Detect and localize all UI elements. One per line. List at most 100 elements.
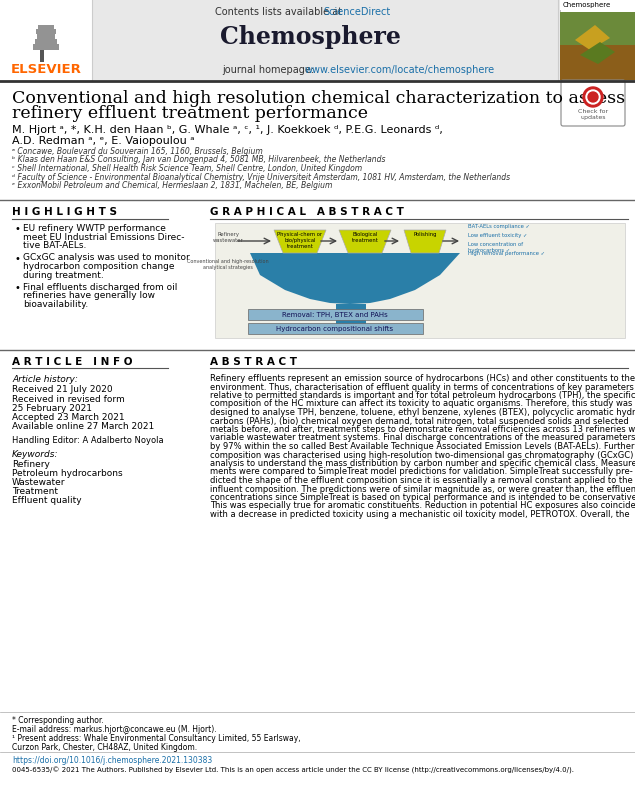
Text: This was especially true for aromatic constituents. Reduction in potential HC ex: This was especially true for aromatic co… <box>210 502 635 510</box>
Bar <box>0 0 92 80</box>
Text: influent composition. The predictions were of similar magnitude as, or were grea: influent composition. The predictions we… <box>210 485 635 494</box>
Text: ELSEVIER: ELSEVIER <box>11 63 81 76</box>
Text: carbons (PAHs), (bio) chemical oxygen demand, total nitrogen, total suspended so: carbons (PAHs), (bio) chemical oxygen de… <box>210 417 629 426</box>
Bar <box>560 0 635 80</box>
Text: E-mail address: markus.hjort@concawe.eu (M. Hjort).: E-mail address: markus.hjort@concawe.eu … <box>12 725 217 734</box>
Bar <box>336 304 366 325</box>
Text: ᶜ Shell International, Shell Health Risk Science Team, Shell Centre, London, Uni: ᶜ Shell International, Shell Health Risk… <box>12 164 362 173</box>
Text: Physical-chem or
bio/physical
treatment: Physical-chem or bio/physical treatment <box>277 232 323 249</box>
Text: environment. Thus, characterisation of effluent quality in terms of concentratio: environment. Thus, characterisation of e… <box>210 382 634 391</box>
Text: Effluent quality: Effluent quality <box>12 496 82 505</box>
Polygon shape <box>404 230 446 253</box>
Text: ᵈ Faculty of Science - Environmental Bioanalytical Chemistry, Vrije Universiteit: ᵈ Faculty of Science - Environmental Bio… <box>12 173 510 182</box>
Text: composition of the HC mixture can affect its toxicity to aquatic organisms. Ther: composition of the HC mixture can affect… <box>210 399 632 409</box>
Text: Conventional and high-resolution
analytical strategies: Conventional and high-resolution analyti… <box>187 259 269 270</box>
Text: A B S T R A C T: A B S T R A C T <box>210 357 297 367</box>
Text: ¹ Present address: Whale Environmental Consultancy Limited, 55 Earlsway,: ¹ Present address: Whale Environmental C… <box>12 734 300 743</box>
Text: EU refinery WWTP performance: EU refinery WWTP performance <box>23 224 166 233</box>
Text: 0045-6535/© 2021 The Authors. Published by Elsevier Ltd. This is an open access : 0045-6535/© 2021 The Authors. Published … <box>12 767 574 774</box>
Text: Article history:: Article history: <box>12 375 78 384</box>
Polygon shape <box>580 42 615 64</box>
Text: Polishing: Polishing <box>413 232 437 237</box>
Text: composition was characterised using high-resolution two-dimensional gas chromato: composition was characterised using high… <box>210 450 633 459</box>
Circle shape <box>588 92 598 102</box>
Text: Low effluent toxicity ✓: Low effluent toxicity ✓ <box>468 233 528 238</box>
Bar <box>215 223 625 338</box>
Text: Wastewater: Wastewater <box>12 478 65 487</box>
Text: * Corresponding author.: * Corresponding author. <box>12 716 104 725</box>
Text: analysis to understand the mass distribution by carbon number and specific chemi: analysis to understand the mass distribu… <box>210 459 635 468</box>
Bar <box>0 0 635 80</box>
Bar <box>560 0 635 10</box>
Text: A.D. Redman ᵃ, ᵉ, E. Vaiopoulou ᵃ: A.D. Redman ᵃ, ᵉ, E. Vaiopoulou ᵃ <box>12 136 194 146</box>
Text: tive BAT-AELs.: tive BAT-AELs. <box>23 241 86 250</box>
Polygon shape <box>575 25 610 50</box>
Text: A R T I C L E   I N F O: A R T I C L E I N F O <box>12 357 133 367</box>
Text: Received in revised form: Received in revised form <box>12 395 124 404</box>
Text: Refinery
wastewater: Refinery wastewater <box>213 232 243 242</box>
Text: meet EU Industrial Emissions Direc-: meet EU Industrial Emissions Direc- <box>23 233 185 242</box>
Text: Low concentration of
hydrocarbons ✓: Low concentration of hydrocarbons ✓ <box>468 242 523 253</box>
Text: Keywords:: Keywords: <box>12 450 58 459</box>
Text: refinery effluent treatment performance: refinery effluent treatment performance <box>12 105 368 122</box>
Text: relative to permitted standards is important and for total petroleum hydrocarbon: relative to permitted standards is impor… <box>210 391 635 400</box>
Text: Check for
updates: Check for updates <box>578 109 608 120</box>
Text: Accepted 23 March 2021: Accepted 23 March 2021 <box>12 413 124 422</box>
Bar <box>560 45 635 80</box>
Polygon shape <box>274 230 326 253</box>
Text: Final effluents discharged from oil: Final effluents discharged from oil <box>23 283 177 292</box>
Text: hydrocarbon composition change: hydrocarbon composition change <box>23 262 175 271</box>
Text: Chemosphere: Chemosphere <box>220 25 401 49</box>
Text: •: • <box>15 283 21 293</box>
FancyBboxPatch shape <box>561 80 625 126</box>
Text: Chemosphere: Chemosphere <box>563 2 612 8</box>
Text: Available online 27 March 2021: Available online 27 March 2021 <box>12 422 154 431</box>
Text: designed to analyse TPH, benzene, toluene, ethyl benzene, xylenes (BTEX), polycy: designed to analyse TPH, benzene, toluen… <box>210 408 635 417</box>
Text: Curzon Park, Chester, CH48AZ, United Kingdom.: Curzon Park, Chester, CH48AZ, United Kin… <box>12 743 197 752</box>
Text: concentrations since SimpleTreat is based on typical performance and is intended: concentrations since SimpleTreat is base… <box>210 493 635 502</box>
Text: 25 February 2021: 25 February 2021 <box>12 404 92 413</box>
Text: Removal: TPH, BTEX and PAHs: Removal: TPH, BTEX and PAHs <box>282 311 388 318</box>
Text: with a decrease in predicted toxicity using a mechanistic oil toxicity model, PE: with a decrease in predicted toxicity us… <box>210 510 630 519</box>
Text: Refinery effluents represent an emission source of hydrocarbons (HCs) and other : Refinery effluents represent an emission… <box>210 374 635 383</box>
Bar <box>560 12 635 80</box>
Text: •: • <box>15 224 21 234</box>
Text: Treatment: Treatment <box>12 487 58 496</box>
Circle shape <box>583 87 603 107</box>
Text: Received 21 July 2020: Received 21 July 2020 <box>12 385 112 394</box>
Text: Biological
treatment: Biological treatment <box>352 232 378 242</box>
Text: Petroleum hydrocarbons: Petroleum hydrocarbons <box>12 469 123 478</box>
Text: bioavailability.: bioavailability. <box>23 300 88 309</box>
Text: Refinery: Refinery <box>12 460 50 469</box>
Text: ᵃ Concawe, Boulevard du Souverain 165, 1160, Brussels, Belgium: ᵃ Concawe, Boulevard du Souverain 165, 1… <box>12 147 263 156</box>
Bar <box>248 309 423 320</box>
Text: H I G H L I G H T S: H I G H L I G H T S <box>12 207 117 217</box>
Text: BAT-AELs compliance ✓: BAT-AELs compliance ✓ <box>468 224 530 229</box>
Text: ᵉ ExxonMobil Petroleum and Chemical, Hermeslaan 2, 1831, Machelen, BE, Belgium: ᵉ ExxonMobil Petroleum and Chemical, Her… <box>12 181 332 190</box>
Text: Conventional and high resolution chemical characterization to assess: Conventional and high resolution chemica… <box>12 90 625 107</box>
Text: ScienceDirect: ScienceDirect <box>323 7 391 17</box>
Text: Handling Editor: A Adalberto Noyola: Handling Editor: A Adalberto Noyola <box>12 436 164 445</box>
Text: GCxGC analysis was used to monitor: GCxGC analysis was used to monitor <box>23 254 190 262</box>
Text: M. Hjort ᵃ, *, K.H. den Haan ᵇ, G. Whale ᵃ, ᶜ, ¹, J. Koekkoek ᵈ, P.E.G. Leonards: M. Hjort ᵃ, *, K.H. den Haan ᵇ, G. Whale… <box>12 125 443 135</box>
Text: www.elsevier.com/locate/chemosphere: www.elsevier.com/locate/chemosphere <box>305 65 495 75</box>
Bar <box>36 29 56 34</box>
Bar <box>37 34 55 39</box>
Text: refineries have generally low: refineries have generally low <box>23 291 155 301</box>
Text: ᵇ Klaas den Haan E&S Consulting, Jan van Dongenpad 4, 5081 MB, Hilvarenbeek, the: ᵇ Klaas den Haan E&S Consulting, Jan van… <box>12 155 385 165</box>
Circle shape <box>586 90 600 104</box>
Text: G R A P H I C A L   A B S T R A C T: G R A P H I C A L A B S T R A C T <box>210 207 404 217</box>
Bar <box>248 323 423 334</box>
Bar <box>33 44 59 50</box>
Text: variable wastewater treatment systems. Final discharge concentrations of the mea: variable wastewater treatment systems. F… <box>210 434 635 442</box>
Text: dicted the shape of the effluent composition since it is essentially a removal c: dicted the shape of the effluent composi… <box>210 476 632 485</box>
Bar <box>35 39 57 44</box>
Text: https://doi.org/10.1016/j.chemosphere.2021.130383: https://doi.org/10.1016/j.chemosphere.20… <box>12 756 212 765</box>
Bar <box>40 54 44 62</box>
Text: High removal performance ✓: High removal performance ✓ <box>468 251 545 256</box>
Text: Hydrocarbon compositional shifts: Hydrocarbon compositional shifts <box>276 326 394 331</box>
Text: •: • <box>15 254 21 263</box>
Text: Contents lists available at: Contents lists available at <box>215 7 345 17</box>
Bar <box>38 25 54 29</box>
Bar <box>40 50 44 58</box>
